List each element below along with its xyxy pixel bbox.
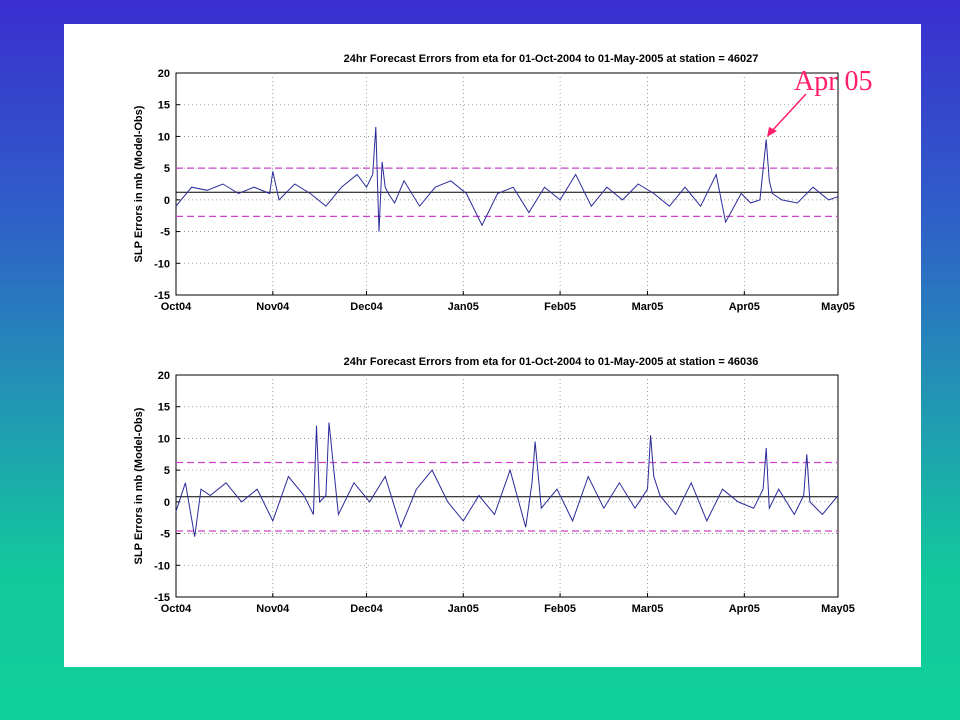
x-tick-label: Dec04 xyxy=(350,301,383,313)
y-tick-label: 5 xyxy=(164,163,170,175)
annotation-arrow xyxy=(770,93,807,133)
x-tick-label: Apr05 xyxy=(729,603,760,615)
y-tick-label: -10 xyxy=(154,560,170,572)
chart-title: 24hr Forecast Errors from eta for 01-Oct… xyxy=(344,356,759,368)
y-tick-label: 15 xyxy=(158,100,170,112)
y-tick-label: -5 xyxy=(160,227,170,239)
y-tick-label: 20 xyxy=(158,370,170,382)
x-tick-label: Apr05 xyxy=(729,301,760,313)
x-tick-label: Oct04 xyxy=(161,603,192,615)
x-tick-label: Jan05 xyxy=(448,301,479,313)
y-tick-label: 5 xyxy=(164,465,170,477)
y-tick-label: -15 xyxy=(154,290,170,302)
x-tick-label: May05 xyxy=(821,301,855,313)
series-line xyxy=(175,126,839,232)
chart-bottom: 24hr Forecast Errors from eta for 01-Oct… xyxy=(133,356,855,615)
x-tick-label: Feb05 xyxy=(544,301,576,313)
y-tick-label: 10 xyxy=(158,131,170,143)
y-tick-label: 0 xyxy=(164,195,170,207)
x-tick-label: Feb05 xyxy=(544,603,576,615)
y-tick-label: -10 xyxy=(154,258,170,270)
y-tick-label: 10 xyxy=(158,433,170,445)
x-tick-label: Oct04 xyxy=(161,301,192,313)
chart-top: 24hr Forecast Errors from eta for 01-Oct… xyxy=(133,53,855,313)
y-tick-label: 15 xyxy=(158,402,170,414)
y-tick-label: 20 xyxy=(158,68,170,80)
plot-frame xyxy=(175,72,839,296)
x-tick-label: Mar05 xyxy=(632,603,664,615)
series-line xyxy=(175,422,839,537)
annotation-label: Apr 05 xyxy=(794,66,873,97)
y-tick-label: -15 xyxy=(154,592,170,604)
y-tick-label: 0 xyxy=(164,497,170,509)
x-tick-label: Mar05 xyxy=(632,301,664,313)
x-tick-label: Dec04 xyxy=(350,603,383,615)
y-tick-label: -5 xyxy=(160,529,170,541)
y-axis-label: SLP Errors in mb (Model-Obs) xyxy=(133,407,145,564)
annotation-arrowhead xyxy=(767,127,777,137)
x-tick-label: Nov04 xyxy=(256,603,290,615)
x-tick-label: Jan05 xyxy=(448,603,479,615)
plot-frame xyxy=(175,374,839,598)
x-tick-label: Nov04 xyxy=(256,301,290,313)
chart-title: 24hr Forecast Errors from eta for 01-Oct… xyxy=(344,53,759,65)
y-axis-label: SLP Errors in mb (Model-Obs) xyxy=(133,105,145,262)
x-tick-label: May05 xyxy=(821,603,855,615)
